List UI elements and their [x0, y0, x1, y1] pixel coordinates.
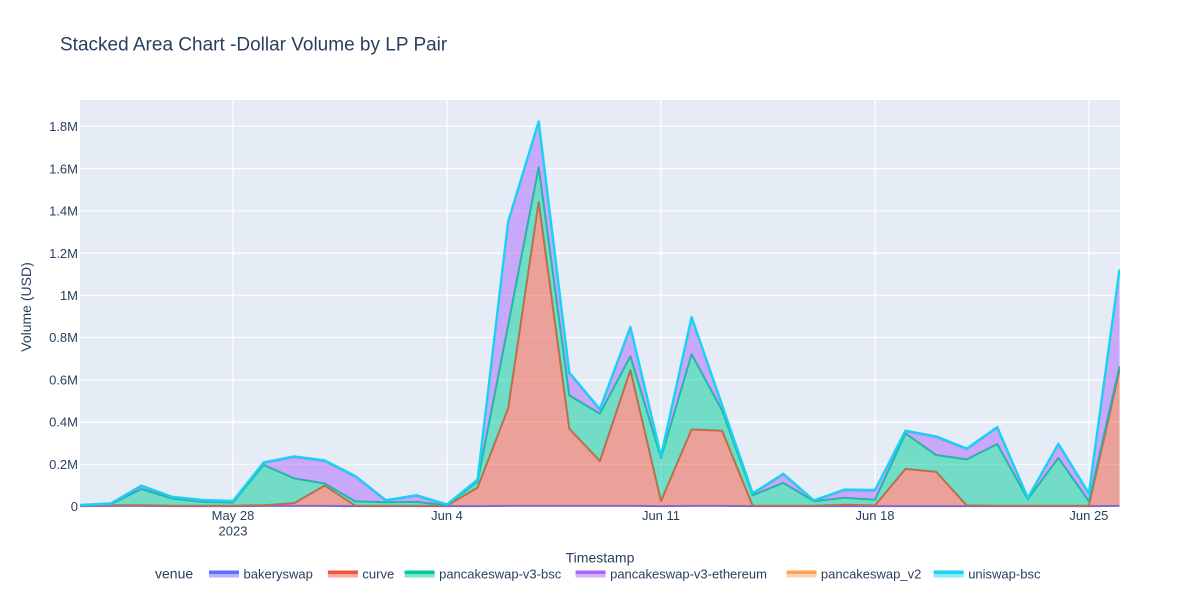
- svg-text:pancakeswap-v3-ethereum: pancakeswap-v3-ethereum: [610, 567, 767, 582]
- svg-text:Stacked Area Chart -Dollar Vol: Stacked Area Chart -Dollar Volume by LP …: [60, 35, 448, 56]
- svg-text:1.8M: 1.8M: [49, 119, 78, 134]
- svg-text:uniswap-bsc: uniswap-bsc: [968, 567, 1041, 582]
- svg-text:0.8M: 0.8M: [49, 330, 78, 345]
- svg-text:0.4M: 0.4M: [49, 415, 78, 430]
- svg-text:1.4M: 1.4M: [49, 204, 78, 219]
- svg-text:Timestamp: Timestamp: [566, 550, 635, 566]
- svg-text:Jun 4: Jun 4: [431, 508, 463, 523]
- svg-text:Volume (USD): Volume (USD): [18, 262, 34, 351]
- svg-text:0: 0: [71, 499, 78, 514]
- svg-text:2023: 2023: [219, 524, 248, 539]
- svg-text:1.2M: 1.2M: [49, 246, 78, 261]
- svg-text:1M: 1M: [60, 288, 78, 303]
- svg-text:1.6M: 1.6M: [49, 161, 78, 176]
- svg-text:0.6M: 0.6M: [49, 373, 78, 388]
- svg-text:0.2M: 0.2M: [49, 457, 78, 472]
- svg-text:Jun 11: Jun 11: [642, 508, 680, 523]
- svg-text:bakeryswap: bakeryswap: [244, 567, 313, 582]
- svg-text:curve: curve: [362, 567, 394, 582]
- svg-text:pancakeswap_v2: pancakeswap_v2: [821, 567, 921, 582]
- svg-text:Jun 18: Jun 18: [855, 508, 894, 523]
- svg-text:venue: venue: [155, 566, 193, 582]
- svg-text:pancakeswap-v3-bsc: pancakeswap-v3-bsc: [439, 567, 562, 582]
- svg-text:May 28: May 28: [212, 508, 255, 523]
- svg-text:Jun 25: Jun 25: [1069, 508, 1108, 523]
